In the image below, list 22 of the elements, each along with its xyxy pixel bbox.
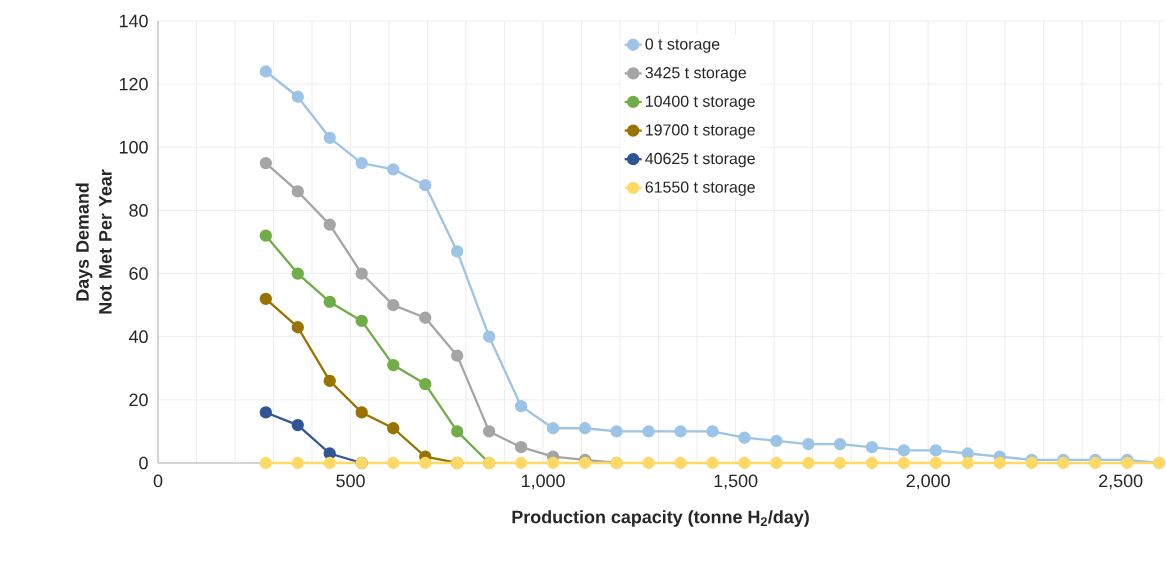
y-tick-label: 20 xyxy=(129,393,148,407)
y-axis-title: Days Demand Not Met Per Year xyxy=(75,169,112,314)
legend-label: 40625 t storage xyxy=(645,152,755,168)
x-tick-label: 2,000 xyxy=(906,474,950,490)
y-tick-label: 100 xyxy=(119,140,148,154)
y-tick-label: 40 xyxy=(128,330,148,344)
legend-label: 3425 t storage xyxy=(645,67,746,82)
x-tick-label: 2,500 xyxy=(1099,474,1143,490)
y-tick-label: 80 xyxy=(129,204,148,217)
legend-label: 10400 t storage xyxy=(646,95,755,111)
x-tick-label: 500 xyxy=(336,474,365,488)
y-tick-label: 60 xyxy=(129,267,148,280)
x-tick-label: 1,500 xyxy=(714,474,758,490)
y-tick-label: 120 xyxy=(119,77,148,91)
legend-label: 19700 t storage xyxy=(646,124,755,139)
x-tick-label: 0 xyxy=(153,474,163,488)
y-tick-label: 140 xyxy=(119,14,148,28)
x-axis-title: Production capacity (tonne H$_{2}$/day) xyxy=(512,510,809,527)
y-tick-label: 0 xyxy=(139,456,148,470)
x-tick-label: 1,000 xyxy=(521,474,565,490)
legend-label: 0 t storage xyxy=(645,38,720,53)
legend-label: 61550 t storage xyxy=(645,181,755,196)
